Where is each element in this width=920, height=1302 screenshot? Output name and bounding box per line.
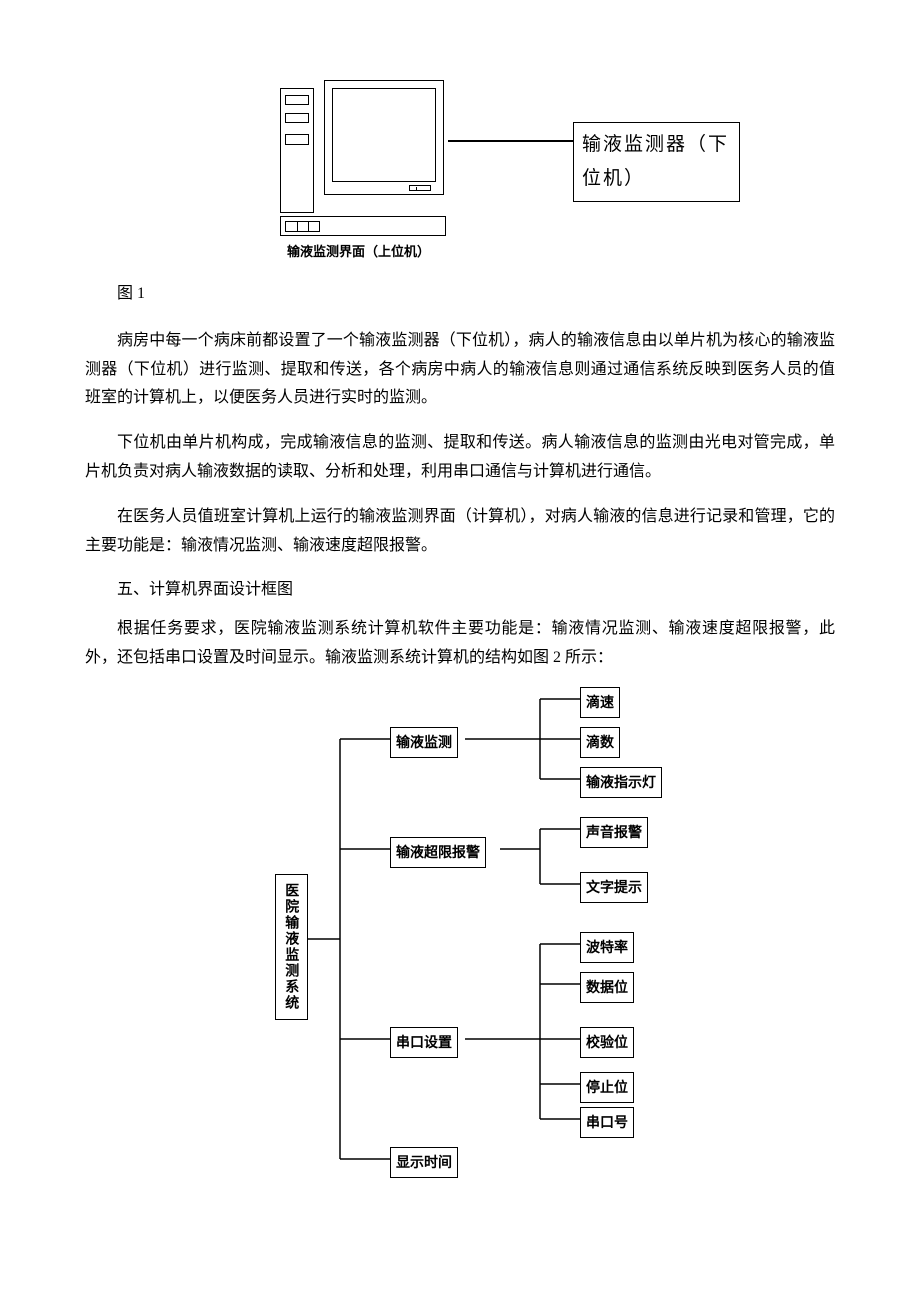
tree-leaf-text-hint: 文字提示 [580,872,648,903]
section-heading: 五、计算机界面设计框图 [85,576,835,605]
tree-leaf-indicator: 输液指示灯 [580,767,662,798]
paragraph-4: 根据任务要求，医院输液监测系统计算机软件主要功能是：输液情况监测、输液速度超限报… [85,615,835,673]
paragraph-3: 在医务人员值班室计算机上运行的输液监测界面（计算机），对病人输液的信息进行记录和… [85,503,835,561]
tree-root: 医院输液监测系统 [275,874,308,1020]
pc-case-icon [280,88,314,213]
figure1-caption: 输液监测界面（上位机） [287,240,430,263]
tree-leaf-parity: 校验位 [580,1027,634,1058]
lower-computer-box: 输液监测器（下位机） [573,122,740,202]
tree-node-monitoring: 输液监测 [390,727,458,758]
tree-leaf-drip-speed: 滴速 [580,687,620,718]
monitor-screen-icon [332,88,436,182]
tree-node-time: 显示时间 [390,1147,458,1178]
tree-leaf-port: 串口号 [580,1107,634,1138]
tree-node-serial: 串口设置 [390,1027,458,1058]
drive-slot-icon [285,113,309,123]
connector-line [448,140,573,142]
tree-leaf-data-bits: 数据位 [580,972,634,1003]
keyboard-keys-icon [285,221,320,232]
tree-leaf-stop-bits: 停止位 [580,1072,634,1103]
tree-node-alarm: 输液超限报警 [390,837,486,868]
paragraph-1: 病房中每一个病床前都设置了一个输液监测器（下位机），病人的输液信息由以单片机为核… [85,327,835,413]
tree-leaf-sound-alarm: 声音报警 [580,817,648,848]
paragraph-2: 下位机由单片机构成，完成输液信息的监测、提取和传送。病人输液信息的监测由光电对管… [85,429,835,487]
tree-leaf-baud: 波特率 [580,932,634,963]
tree-leaf-drip-count: 滴数 [580,727,620,758]
monitor-button-icon [409,185,431,191]
figure-1-diagram: 输液监测界面（上位机） 输液监测器（下位机） [180,80,740,260]
drive-slot-icon [285,95,309,105]
drive-slot-icon [285,134,309,145]
figure-1-label: 图 1 [85,280,835,309]
figure-2-tree-diagram: 医院输液监测系统 输液监测 输液超限报警 串口设置 显示时间 滴速 滴数 输液指… [240,689,680,1179]
keyboard-icon [280,216,446,236]
monitor-icon [324,80,444,195]
